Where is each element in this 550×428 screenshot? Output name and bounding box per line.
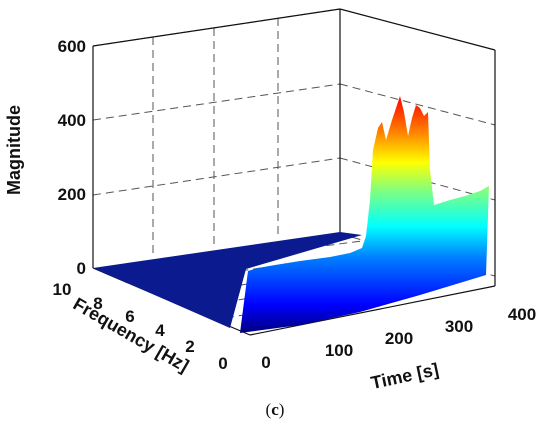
surface-plot: 0 200 400 600 0 2 4 6 8 10 0 100 200 300… xyxy=(4,8,536,393)
x-tick-label: 100 xyxy=(325,341,353,360)
y-tick-label: 2 xyxy=(185,337,194,356)
x-tick-label: 200 xyxy=(385,329,413,348)
surface-body xyxy=(93,96,489,333)
x-tick-labels: 0 100 200 300 400 xyxy=(261,305,536,372)
figure-caption: (c) xyxy=(0,400,550,420)
x-axis-label: Time [s] xyxy=(369,359,440,393)
y-tick-label: 8 xyxy=(93,294,102,313)
y-tick-label: 10 xyxy=(53,280,72,299)
grid-back-wall xyxy=(92,8,496,277)
y-tick-label: 4 xyxy=(155,321,165,340)
x-tick-label: 400 xyxy=(508,305,536,324)
x-tick-label: 300 xyxy=(445,317,473,336)
z-axis-label: Magnitude xyxy=(4,105,24,195)
caption-close: ) xyxy=(278,400,285,419)
z-tick-label: 200 xyxy=(58,185,86,204)
caption-letter: c xyxy=(271,400,279,419)
y-tick-label: 0 xyxy=(218,354,227,373)
caption-open: ( xyxy=(265,400,272,419)
y-tick-label: 6 xyxy=(125,307,134,326)
y-axis-label: Frequency [Hz] xyxy=(70,294,193,376)
z-tick-label: 600 xyxy=(58,37,86,56)
z-tick-label: 0 xyxy=(77,259,86,278)
x-tick-label: 0 xyxy=(261,353,270,372)
surface-plateau xyxy=(93,232,362,328)
z-tick-label: 400 xyxy=(58,111,86,130)
z-tick-labels: 0 200 400 600 xyxy=(58,37,86,278)
y-tick-labels: 0 2 4 6 8 10 xyxy=(53,280,228,373)
surface-ridge xyxy=(240,96,489,333)
